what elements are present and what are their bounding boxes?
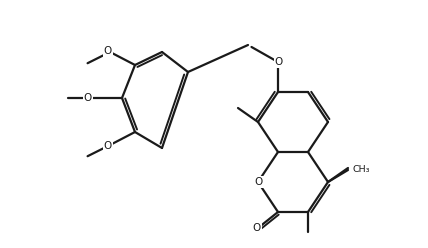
Text: CH₃: CH₃ [353,164,371,174]
Text: O: O [104,141,112,151]
Text: O: O [104,46,112,56]
Text: O: O [84,93,92,103]
Text: O: O [275,57,283,67]
Text: O: O [255,177,263,187]
Text: O: O [253,223,261,233]
